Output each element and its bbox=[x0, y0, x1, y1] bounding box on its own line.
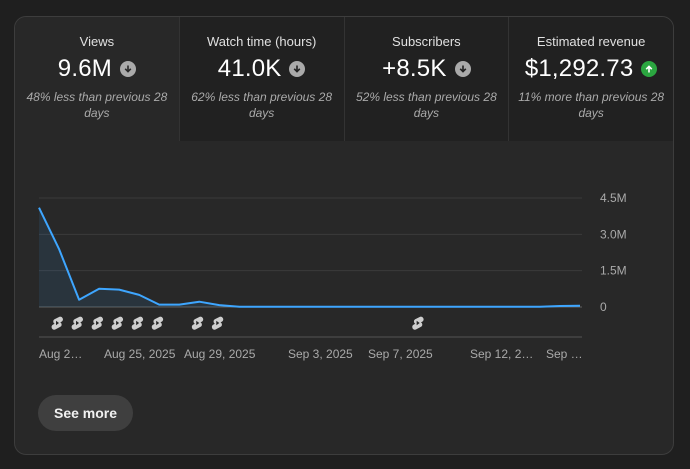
shorts-icon[interactable] bbox=[111, 316, 124, 330]
y-tick-label: 1.5M bbox=[600, 264, 627, 278]
metric-value: $1,292.73 bbox=[524, 55, 634, 82]
y-tick-label: 3.0M bbox=[600, 227, 627, 241]
metric-value: 41.0K bbox=[217, 55, 282, 82]
metric-comparison: 52% less than previous 28 days bbox=[355, 90, 497, 120]
chart-area-fill bbox=[39, 207, 580, 307]
metric-estimated-revenue[interactable]: Estimated revenue $1,292.73 11% more tha… bbox=[509, 17, 673, 141]
metric-label: Watch time (hours) bbox=[206, 34, 317, 49]
shorts-icon[interactable] bbox=[91, 316, 103, 330]
x-tick-label: Aug 25, 2025 bbox=[104, 347, 176, 361]
shorts-icon[interactable] bbox=[191, 316, 204, 330]
shorts-icon[interactable] bbox=[131, 316, 144, 330]
see-more-button[interactable]: See more bbox=[38, 395, 134, 431]
metric-value: +8.5K bbox=[382, 55, 447, 82]
metric-comparison: 48% less than previous 28 days bbox=[26, 90, 168, 120]
x-tick-label: Aug 29, 2025 bbox=[184, 347, 256, 361]
arrow-down-icon bbox=[454, 61, 471, 77]
shorts-icon[interactable] bbox=[51, 316, 63, 330]
analytics-card: Views 9.6M 48% less than previous 28 day… bbox=[14, 16, 674, 455]
shorts-icon[interactable] bbox=[211, 316, 224, 330]
y-tick-label: 0 bbox=[600, 300, 607, 314]
chart-svg: 4.5M 3.0M 1.5M 0 Aug 2… Aug 25, 2025 Aug 29, … bbox=[38, 191, 627, 361]
views-chart: 4.5M 3.0M 1.5M 0 Aug 2… Aug 25, 2025 Aug 29, … bbox=[15, 141, 673, 371]
x-tick-label: Sep 7, 2025 bbox=[368, 347, 433, 361]
x-tick-label: Sep 12, 2… bbox=[470, 347, 533, 361]
metric-subscribers[interactable]: Subscribers +8.5K 52% less than previous… bbox=[344, 17, 510, 141]
metric-label: Views bbox=[79, 34, 115, 49]
x-tick-label: Sep … bbox=[546, 347, 583, 361]
arrow-down-icon bbox=[289, 61, 306, 77]
arrow-up-icon bbox=[641, 61, 658, 77]
metric-views[interactable]: Views 9.6M 48% less than previous 28 day… bbox=[15, 17, 180, 141]
metric-comparison: 62% less than previous 28 days bbox=[191, 90, 332, 120]
y-tick-label: 4.5M bbox=[600, 191, 627, 205]
metrics-row: Views 9.6M 48% less than previous 28 day… bbox=[15, 17, 673, 141]
shorts-icon[interactable] bbox=[71, 316, 83, 330]
arrow-down-icon bbox=[119, 61, 136, 77]
shorts-icon[interactable] bbox=[412, 316, 424, 330]
x-tick-label: Sep 3, 2025 bbox=[288, 347, 353, 361]
chart-line bbox=[38, 207, 581, 308]
metric-label: Subscribers bbox=[392, 34, 461, 49]
shorts-icon[interactable] bbox=[151, 316, 164, 330]
metric-value: 9.6M bbox=[57, 55, 112, 82]
x-tick-label: Aug 2… bbox=[39, 347, 82, 361]
metric-watch-time[interactable]: Watch time (hours) 41.0K 62% less than p… bbox=[179, 17, 345, 141]
metric-comparison: 11% more than previous 28 days bbox=[518, 90, 665, 120]
metric-label: Estimated revenue bbox=[536, 34, 646, 49]
